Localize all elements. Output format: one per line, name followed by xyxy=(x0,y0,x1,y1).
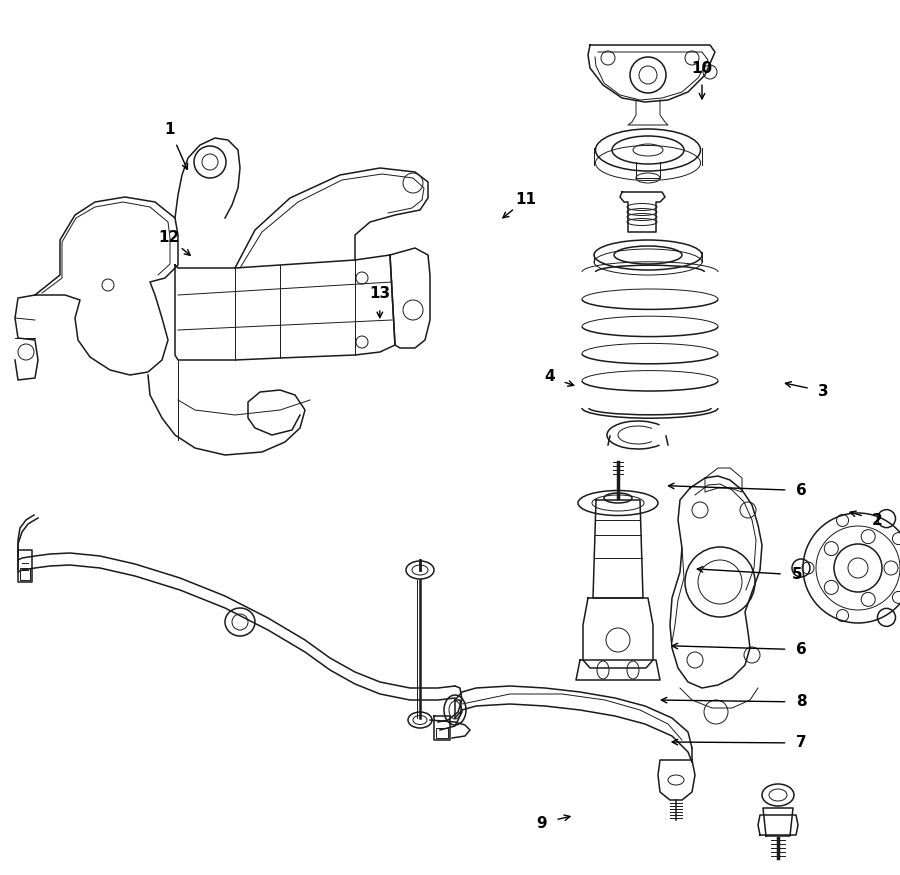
Text: 10: 10 xyxy=(691,60,713,76)
Text: 6: 6 xyxy=(796,642,807,657)
Text: 6: 6 xyxy=(796,483,807,498)
Text: 1: 1 xyxy=(165,123,176,137)
Text: 8: 8 xyxy=(796,695,806,710)
Text: 4: 4 xyxy=(544,369,554,384)
Text: 13: 13 xyxy=(369,286,391,302)
Text: 11: 11 xyxy=(515,192,536,207)
Bar xyxy=(20,568,30,580)
Text: 3: 3 xyxy=(818,384,829,399)
Text: 9: 9 xyxy=(536,816,547,830)
Text: 2: 2 xyxy=(872,513,883,528)
Text: 7: 7 xyxy=(796,736,806,751)
Text: 5: 5 xyxy=(792,567,802,583)
Bar xyxy=(436,728,448,738)
Text: 12: 12 xyxy=(158,230,180,245)
